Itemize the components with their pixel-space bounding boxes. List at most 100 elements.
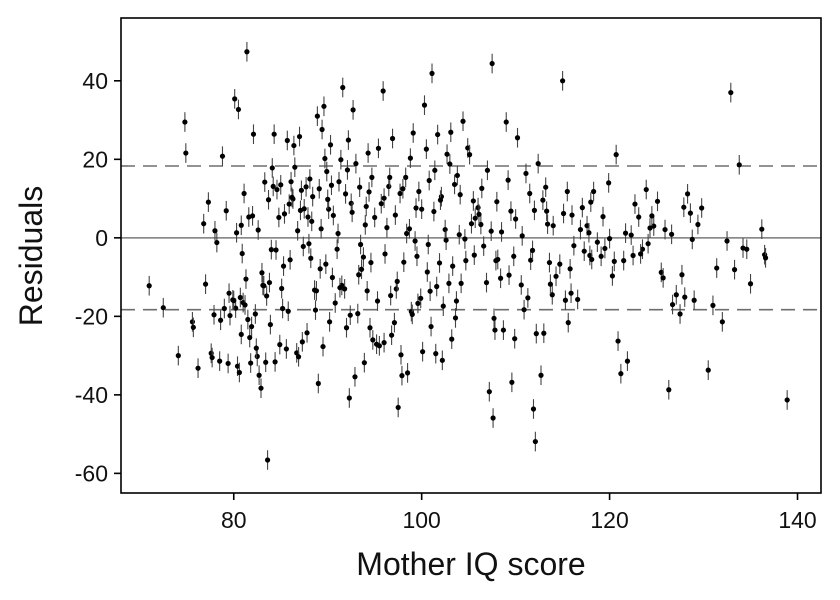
data-point — [420, 341, 426, 362]
point-marker — [252, 311, 258, 317]
point-marker — [484, 167, 491, 173]
point-marker — [273, 247, 279, 253]
point-marker — [443, 237, 449, 243]
data-point — [399, 365, 405, 386]
point-marker — [404, 370, 411, 376]
data-point — [547, 274, 553, 294]
data-point — [736, 155, 742, 175]
point-marker — [378, 201, 384, 207]
point-marker — [615, 338, 621, 344]
data-point — [211, 304, 217, 325]
data-point — [535, 153, 541, 174]
data-point — [291, 135, 297, 156]
data-point — [388, 285, 394, 306]
point-marker — [419, 206, 425, 212]
data-point — [438, 186, 445, 207]
data-point — [489, 53, 495, 74]
point-marker — [239, 250, 245, 257]
point-marker — [392, 212, 398, 218]
data-point — [669, 294, 676, 315]
point-marker — [506, 272, 512, 278]
point-marker — [628, 232, 634, 238]
point-marker — [276, 214, 282, 221]
point-marker — [285, 308, 291, 314]
point-marker — [637, 251, 644, 257]
data-point — [643, 179, 649, 200]
data-point — [362, 215, 368, 235]
point-marker — [538, 372, 544, 378]
data-point — [666, 379, 672, 400]
point-marker — [425, 241, 431, 248]
point-marker — [242, 302, 248, 308]
data-point — [268, 239, 274, 260]
data-point — [531, 200, 538, 221]
x-tick-label: 120 — [590, 507, 628, 533]
point-marker — [452, 315, 459, 321]
point-marker — [350, 107, 356, 113]
data-point — [414, 246, 420, 267]
point-marker — [381, 195, 387, 201]
data-point — [274, 179, 280, 200]
data-point — [699, 198, 705, 218]
point-marker — [248, 360, 254, 366]
point-marker — [429, 70, 435, 76]
data-point — [457, 184, 463, 205]
point-marker — [431, 208, 437, 215]
data-point — [312, 300, 319, 320]
data-point — [286, 194, 292, 214]
data-point — [175, 345, 181, 366]
data-point — [382, 244, 388, 264]
data-point — [363, 196, 369, 217]
data-point — [316, 178, 322, 199]
data-point — [628, 225, 634, 245]
point-marker — [283, 346, 289, 352]
point-marker — [404, 230, 410, 237]
point-marker — [325, 196, 331, 202]
point-marker — [470, 198, 476, 204]
data-point — [432, 160, 438, 181]
point-marker — [476, 211, 482, 217]
data-point — [294, 343, 300, 363]
data-point — [407, 148, 413, 168]
point-marker — [613, 152, 619, 158]
data-point — [242, 295, 248, 315]
data-point — [232, 89, 238, 109]
point-marker — [262, 179, 268, 185]
point-marker — [256, 372, 262, 378]
data-point — [710, 295, 716, 316]
point-marker — [278, 182, 284, 188]
data-point — [731, 259, 738, 280]
data-point — [544, 214, 551, 234]
point-marker — [231, 298, 237, 304]
data-point — [431, 201, 437, 222]
point-marker — [253, 345, 259, 351]
data-point — [493, 250, 499, 271]
data-point — [310, 186, 316, 207]
data-point — [360, 247, 367, 267]
data-point — [313, 281, 320, 301]
point-marker — [460, 118, 466, 124]
data-point — [233, 222, 240, 243]
point-marker — [560, 210, 567, 217]
point-marker — [212, 228, 218, 234]
data-point — [278, 175, 284, 195]
point-marker — [478, 221, 484, 228]
data-point — [540, 190, 546, 210]
y-axis-ticks: 40 20 0 -20 -40 -60 — [75, 68, 121, 486]
point-marker — [586, 230, 592, 236]
data-point — [208, 343, 214, 364]
data-point — [352, 366, 358, 387]
point-marker — [241, 190, 247, 197]
data-point — [343, 317, 350, 338]
point-marker — [288, 179, 294, 185]
point-marker — [679, 272, 685, 278]
point-marker — [630, 252, 636, 259]
y-tick-label: 40 — [82, 68, 108, 94]
data-point — [479, 178, 485, 199]
data-point — [413, 198, 419, 218]
data-point — [289, 187, 295, 208]
data-point — [346, 388, 352, 408]
point-marker — [540, 197, 546, 203]
data-point — [261, 275, 267, 296]
y-tick-label: -20 — [75, 303, 108, 329]
